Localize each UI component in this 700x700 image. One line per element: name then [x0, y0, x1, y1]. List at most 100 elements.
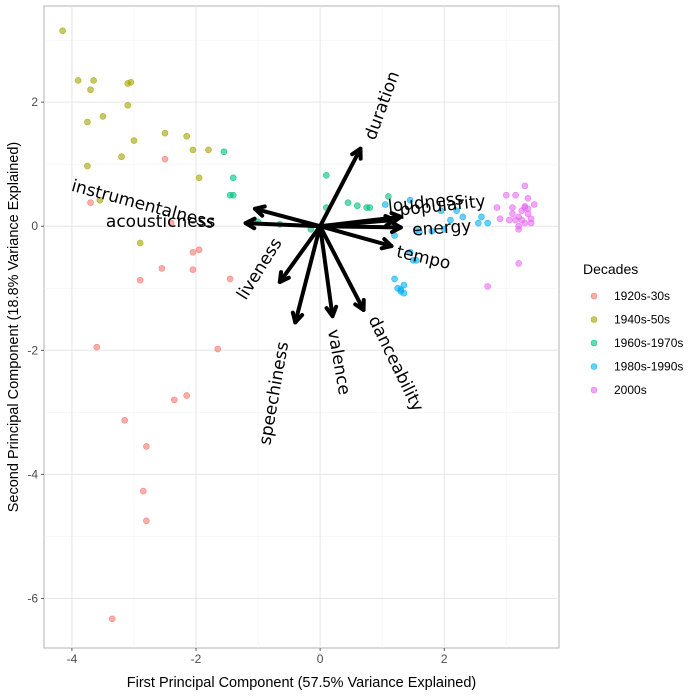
- data-point: [515, 222, 522, 230]
- loading-arrow-tempo: [318, 224, 394, 249]
- data-point: [524, 194, 532, 202]
- data-point: [381, 201, 389, 208]
- data-point: [74, 77, 82, 84]
- data-point: [87, 199, 94, 206]
- loading-arrowhead-danceability: [353, 297, 366, 312]
- data-point: [127, 78, 135, 86]
- loading-arrowhead-popularity: [383, 213, 397, 228]
- data-point: [447, 216, 454, 224]
- x-tick-label: -2: [191, 652, 202, 666]
- data-point: [478, 213, 485, 221]
- data-point: [506, 216, 513, 224]
- loading-label-energy: energy: [412, 216, 472, 240]
- legend-key-1940s-50s: [590, 316, 598, 323]
- legend-key-1980s-1990s: [590, 363, 598, 370]
- y-tick-label: -6: [27, 591, 38, 605]
- data-point: [453, 207, 460, 214]
- legend-label-2000s: 2000s: [614, 383, 647, 397]
- data-point: [512, 191, 519, 199]
- data-point: [161, 155, 169, 163]
- loading-arrowhead-energy: [389, 220, 403, 235]
- loading-arrow-acousticness: [243, 221, 323, 229]
- loading-arrowhead-speechiness: [290, 310, 305, 325]
- data-point: [512, 216, 519, 224]
- data-point: [96, 196, 104, 204]
- data-point: [99, 113, 107, 120]
- loading-arrowhead-duration: [350, 146, 363, 161]
- data-point: [527, 215, 535, 223]
- loading-arrow-energy: [318, 224, 403, 230]
- data-point: [385, 193, 392, 200]
- data-point: [509, 210, 516, 218]
- data-point: [93, 343, 101, 351]
- data-point: [139, 487, 147, 495]
- data-point: [121, 417, 128, 424]
- legend-items: 1920s-30s 1940s-50s 1960s-1970s 1980s-1990s…: [590, 289, 683, 397]
- data-point: [124, 101, 132, 109]
- data-point: [366, 204, 374, 211]
- data-point: [484, 219, 491, 227]
- data-point: [391, 275, 398, 283]
- data-point: [189, 248, 197, 256]
- legend-key-1920s-30s: [590, 292, 598, 300]
- legend-label-1960s-1970s: 1960s-1970s: [614, 336, 683, 350]
- x-tick-label: 0: [317, 652, 324, 666]
- data-point: [226, 275, 234, 283]
- legend-key-1960s-1970s: [590, 339, 598, 347]
- plot-panel: [43, 5, 560, 649]
- loading-arrows: durationinstrumentalnessacousticnessloud…: [69, 69, 486, 447]
- data-point: [530, 201, 538, 208]
- legend-label-1940s-50s: 1940s-50s: [614, 313, 670, 327]
- data-point: [524, 205, 532, 213]
- data-point: [412, 226, 420, 233]
- data-point: [459, 213, 467, 221]
- loading-arrow-danceability: [318, 224, 366, 312]
- data-point: [344, 199, 352, 206]
- data-point: [84, 118, 91, 126]
- loading-arrow-duration: [318, 146, 363, 229]
- x-axis-ticks: -4 -2 0 2: [67, 648, 448, 666]
- legend: Decades 1920s-30s 1940s-50s 1960s-1970s 198…: [583, 261, 683, 397]
- data-point: [171, 396, 178, 404]
- data-point: [118, 153, 125, 161]
- data-point: [143, 443, 150, 450]
- data-point: [475, 219, 482, 227]
- loading-arrow-liveness: [277, 224, 323, 285]
- data-point: [136, 276, 144, 284]
- legend-title: Decades: [583, 261, 638, 277]
- grid-major: [44, 6, 559, 648]
- data-point: [189, 266, 197, 273]
- x-tick-label: -4: [67, 652, 78, 666]
- data-point: [84, 162, 91, 170]
- data-point: [195, 246, 203, 254]
- data-point: [136, 239, 144, 247]
- data-point: [428, 227, 436, 235]
- data-point: [521, 182, 529, 190]
- legend-label-1920s-30s: 1920s-30s: [614, 289, 670, 303]
- data-point: [412, 257, 420, 264]
- data-point: [195, 174, 203, 182]
- legend-key-2000s: [590, 386, 598, 394]
- data-point: [229, 174, 237, 182]
- loading-arrow-instrumentalness: [252, 206, 323, 229]
- y-axis-title: Second Principal Component (18.8% Varian…: [6, 142, 22, 513]
- data-point: [161, 129, 169, 137]
- x-axis-title: First Principal Component (57.5% Varianc…: [127, 675, 477, 691]
- data-point: [205, 146, 212, 154]
- data-point: [229, 191, 237, 199]
- data-point: [167, 219, 175, 227]
- loading-label-acousticness: acousticness: [106, 212, 216, 232]
- grid-minor: [44, 6, 559, 648]
- y-tick-label: 0: [31, 219, 38, 233]
- loading-arrow-speechiness: [293, 224, 323, 325]
- y-tick-label: 2: [31, 95, 38, 109]
- data-point: [509, 204, 516, 211]
- data-point: [59, 27, 66, 35]
- data-point: [87, 86, 94, 94]
- data-point: [406, 248, 414, 256]
- data-point: [515, 260, 522, 267]
- x-tick-label: 2: [441, 652, 448, 666]
- data-point: [484, 283, 491, 290]
- data-point: [354, 202, 361, 210]
